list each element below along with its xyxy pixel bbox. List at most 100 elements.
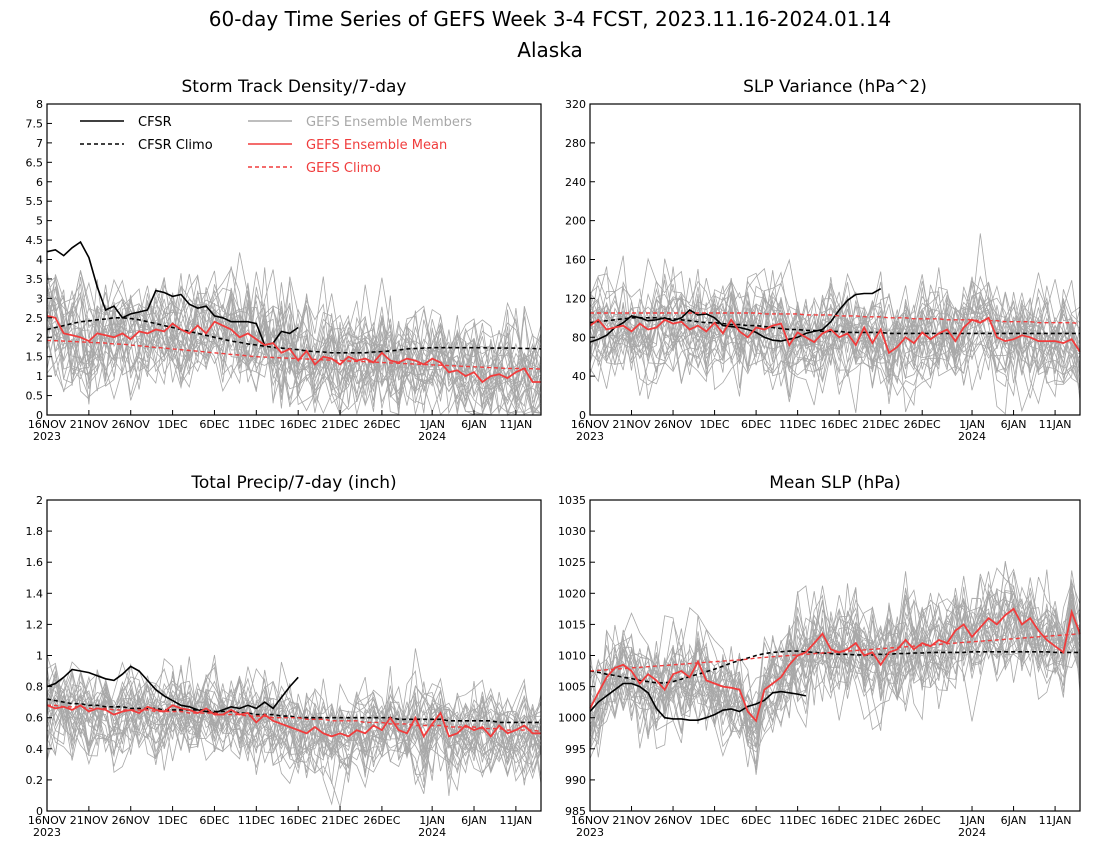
y-tick-label: 1: [36, 650, 43, 663]
y-tick-label: 120: [565, 292, 586, 305]
x-tick-year: 2023: [33, 826, 61, 839]
y-tick-label: 1010: [558, 650, 586, 663]
x-tick-year: 2023: [33, 430, 61, 443]
member-line: [589, 281, 1081, 372]
x-tick-label: 1DEC: [158, 814, 188, 827]
y-tick-label: 3.5: [26, 273, 44, 286]
x-tick-label: 6JAN: [1001, 418, 1027, 431]
member-line: [589, 593, 1081, 740]
chart-panel-2: SLP Variance (hPa^2) 0 40 80 120 160 200 240 280…: [565, 77, 1081, 443]
member-line: [589, 270, 1081, 398]
y-tick-label: 1.4: [26, 587, 44, 600]
y-tick-label: 8: [36, 98, 43, 111]
legend-cfsr-climo-label: CFSR Climo: [138, 138, 213, 153]
member-line: [589, 271, 1081, 372]
y-tick-label: 3: [36, 292, 43, 305]
x-tick-label: 16NOV: [571, 418, 610, 431]
x-tick-label: 26DEC: [904, 418, 941, 431]
y-tick-label: 7: [36, 137, 43, 150]
x-tick-year: 2024: [418, 826, 446, 839]
member-line: [589, 284, 1081, 389]
x-tick-label: 16DEC: [280, 814, 317, 827]
y-tick-label: 0: [36, 805, 43, 818]
panel-title: Storm Track Density/7-day: [182, 77, 407, 97]
y-tick-label: 0.6: [26, 712, 44, 725]
y-tick-label: 2: [36, 331, 43, 344]
member-line: [589, 304, 1081, 415]
x-tick-label: 6JAN: [461, 814, 487, 827]
member-line: [46, 654, 542, 759]
x-tick-label: 26DEC: [363, 418, 400, 431]
chart-panel-3: Total Precip/7-day (inch)00.20.40.60.811…: [26, 473, 542, 839]
member-line: [46, 275, 542, 416]
x-tick-label: 6DEC: [741, 814, 771, 827]
member-line: [46, 293, 542, 414]
member-line: [589, 267, 1081, 362]
x-tick-label: 16DEC: [821, 418, 858, 431]
legend-gefs-mean-label: GEFS Ensemble Mean: [306, 138, 447, 153]
y-tick-label: 4: [36, 254, 43, 267]
member-line: [46, 691, 542, 792]
y-tick-label: 200: [565, 215, 586, 228]
x-tick-label: 26NOV: [112, 418, 151, 431]
y-tick-label: 1015: [558, 618, 586, 631]
x-tick-label: 21DEC: [862, 418, 899, 431]
member-line: [589, 258, 1081, 349]
gefs-climo-line: [46, 339, 542, 370]
y-tick-label: 1.6: [26, 556, 44, 569]
y-tick-label: 0: [579, 409, 586, 422]
y-tick-label: 0.5: [26, 390, 44, 403]
panel-title: Mean SLP (hPa): [769, 473, 901, 493]
y-tick-label: 4.5: [26, 234, 44, 247]
x-tick-label: 6DEC: [741, 418, 771, 431]
x-tick-label: 11JAN: [1039, 814, 1072, 827]
x-tick-label: 16DEC: [280, 418, 317, 431]
chart-panel-4: Mean SLP (hPa) 985 990 995 1000 1005 1010 1015 1…: [558, 473, 1081, 839]
y-tick-label: 5: [36, 215, 43, 228]
y-tick-label: 1025: [558, 556, 586, 569]
y-tick-label: 0.2: [26, 774, 44, 787]
legend-gefs-members-label: GEFS Ensemble Members: [306, 115, 472, 130]
x-tick-label: 26NOV: [112, 814, 151, 827]
y-tick-label: 40: [572, 370, 586, 383]
x-tick-label: 11DEC: [779, 418, 816, 431]
cfsr-line: [589, 682, 807, 722]
x-tick-label: 1JAN: [419, 814, 445, 827]
panels: Storm Track Density/7-day 0 0.5 1 1.5 2 2.5 3 3.…: [26, 77, 1081, 839]
y-tick-label: 1005: [558, 681, 586, 694]
member-line: [46, 698, 542, 774]
x-tick-label: 11JAN: [1039, 418, 1072, 431]
panel-title: Total Precip/7-day (inch): [190, 473, 396, 493]
y-tick-label: 5.5: [26, 195, 44, 208]
y-tick-label: 80: [572, 331, 586, 344]
x-tick-label: 26DEC: [904, 814, 941, 827]
y-tick-label: 0.8: [26, 681, 44, 694]
x-tick-label: 11JAN: [499, 418, 532, 431]
x-tick-label: 1JAN: [959, 814, 985, 827]
member-line: [589, 297, 1081, 397]
x-tick-label: 21NOV: [70, 418, 109, 431]
y-tick-label: 1030: [558, 525, 586, 538]
x-tick-label: 21DEC: [321, 418, 358, 431]
y-tick-label: 2: [36, 494, 43, 507]
y-tick-label: 990: [565, 774, 586, 787]
y-tick-label: 280: [565, 137, 586, 150]
x-tick-label: 21DEC: [321, 814, 358, 827]
x-tick-label: 16NOV: [571, 814, 610, 827]
legend: CFSR CFSR Climo GEFS Ensemble Members GEFS …: [80, 115, 472, 176]
x-tick-label: 26NOV: [654, 814, 693, 827]
x-tick-label: 21NOV: [612, 418, 651, 431]
gefs-climo-line: [589, 633, 1081, 672]
x-tick-label: 21NOV: [70, 814, 109, 827]
y-tick-label: 6.5: [26, 156, 44, 169]
cfsr-climo-line: [589, 316, 1080, 335]
x-tick-label: 16NOV: [28, 814, 67, 827]
x-tick-label: 11DEC: [238, 418, 275, 431]
ensemble-members: [589, 561, 1081, 775]
cfsr-line: [46, 665, 299, 714]
x-tick-label: 11DEC: [238, 814, 275, 827]
cfsr-climo-line: [589, 650, 1080, 684]
y-tick-label: 1035: [558, 494, 586, 507]
member-line: [589, 301, 1081, 383]
